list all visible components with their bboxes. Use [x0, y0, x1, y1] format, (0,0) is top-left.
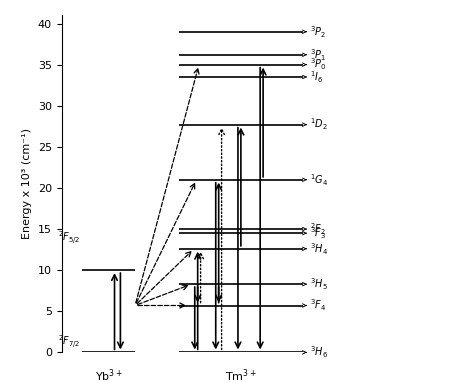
Text: $^3H_4$: $^3H_4$ — [310, 241, 328, 257]
Text: $^3P_1$: $^3P_1$ — [310, 47, 326, 62]
Text: $^1G_4$: $^1G_4$ — [310, 172, 328, 188]
Text: $^1I_6$: $^1I_6$ — [310, 69, 323, 85]
Y-axis label: Energy x 10³ (cm⁻¹): Energy x 10³ (cm⁻¹) — [22, 128, 32, 239]
Text: Yb$^{3+}$: Yb$^{3+}$ — [95, 367, 123, 383]
Text: $^3F_3$: $^3F_3$ — [310, 225, 326, 241]
Text: $^3P_0$: $^3P_0$ — [310, 57, 327, 72]
Text: $^2F_2$: $^2F_2$ — [310, 221, 326, 237]
Text: $^1D_2$: $^1D_2$ — [310, 117, 328, 133]
Text: $^2F_{5/2}$: $^2F_{5/2}$ — [58, 229, 81, 246]
Text: Tm$^{3+}$: Tm$^{3+}$ — [225, 367, 257, 383]
Text: $^3H_5$: $^3H_5$ — [310, 276, 328, 292]
Text: $^3F_4$: $^3F_4$ — [310, 298, 326, 313]
Text: $^3P_2$: $^3P_2$ — [310, 24, 326, 39]
Text: $^3H_6$: $^3H_6$ — [310, 345, 328, 360]
Text: $^2F_{7/2}$: $^2F_{7/2}$ — [58, 333, 81, 350]
